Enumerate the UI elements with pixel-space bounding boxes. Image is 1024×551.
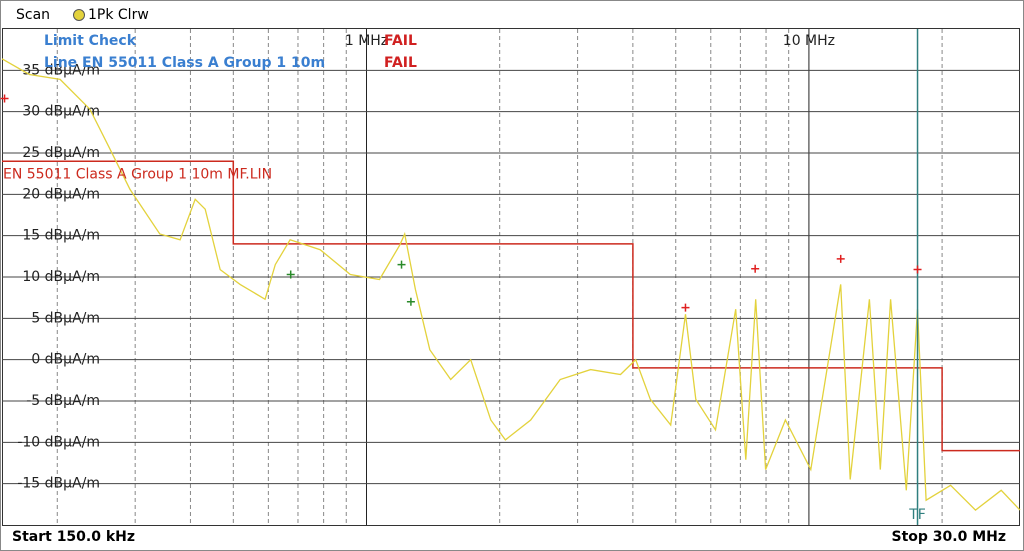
scan-title: Scan <box>16 7 50 23</box>
y-tick-label: -5 dBµA/m <box>26 393 100 409</box>
legend-label: 1Pk Clrw <box>88 7 149 23</box>
marker <box>0 94 9 103</box>
marker <box>913 265 922 274</box>
x-tick-label: 1 MHz <box>345 33 388 49</box>
y-tick-label: 0 dBµA/m <box>31 352 100 368</box>
trace-line <box>1 58 1021 511</box>
limit-line-name: Line EN 55011 Class A Group 1 10m <box>44 55 325 71</box>
y-tick-label: -10 dBµA/m <box>17 434 100 450</box>
start-label: Start 150.0 kHz <box>12 529 135 545</box>
y-tick-label: 15 dBµA/m <box>22 228 100 244</box>
y-tick-label: 20 dBµA/m <box>22 186 100 202</box>
stop-label: Stop 30.0 MHz <box>891 529 1006 545</box>
y-tick-label: 25 dBµA/m <box>22 145 100 161</box>
marker <box>681 303 690 312</box>
tf-marker-label: TF <box>908 507 926 523</box>
marker <box>286 270 295 279</box>
limit-check-result: FAIL <box>384 33 417 49</box>
limit-line-label: EN 55011 Class A Group 1 10m MF.LIN <box>3 166 272 182</box>
y-tick-label: 35 dBµA/m <box>22 62 100 78</box>
y-tick-label: 10 dBµA/m <box>22 269 100 285</box>
y-tick-label: 5 dBµA/m <box>31 310 100 326</box>
marker <box>751 264 760 273</box>
y-tick-label: -15 dBµA/m <box>17 476 100 492</box>
marker <box>836 254 845 263</box>
marker <box>397 260 406 269</box>
limit-line-result: FAIL <box>384 55 417 71</box>
legend-swatch <box>73 9 85 21</box>
y-tick-label: 30 dBµA/m <box>22 104 100 120</box>
limit-check-title: Limit Check <box>44 33 137 49</box>
marker <box>406 297 415 306</box>
x-tick-label: 10 MHz <box>783 33 835 49</box>
